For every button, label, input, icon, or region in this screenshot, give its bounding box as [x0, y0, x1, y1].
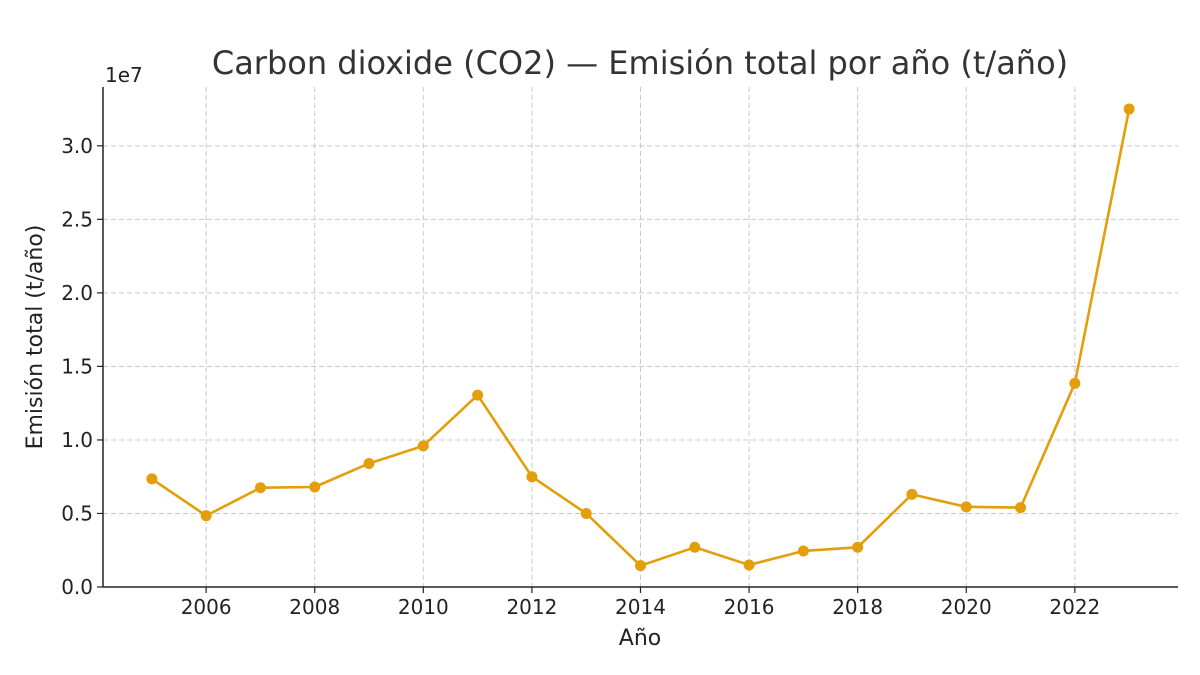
y-tick-label: 1.5: [61, 354, 93, 378]
data-point: [526, 471, 538, 483]
data-point: [254, 482, 266, 494]
x-axis-label: Año: [619, 626, 661, 651]
series-co2: [146, 103, 1135, 572]
data-point: [309, 481, 321, 493]
chart-title: Carbon dioxide (CO2) — Emisión total por…: [212, 44, 1068, 82]
grid: [103, 87, 1178, 587]
data-point: [200, 510, 212, 522]
y-tick-label: 1.0: [61, 428, 93, 452]
data-point: [906, 488, 918, 500]
axis-ticks: 2006 2008 2010 2012 2014 2016 2018 2020 2022 0.0 0…: [61, 134, 1100, 619]
data-point: [960, 501, 972, 513]
data-point: [852, 541, 864, 553]
data-point: [689, 541, 701, 553]
x-tick-label: 2016: [724, 595, 775, 619]
y-tick-label: 2.0: [61, 281, 93, 305]
data-point: [743, 559, 755, 571]
data-point: [797, 545, 809, 557]
y-tick-label: 0.0: [61, 575, 93, 599]
data-point: [146, 473, 158, 485]
data-point: [1015, 502, 1027, 514]
y-offset-label: 1e7: [105, 63, 143, 87]
y-tick-label: 3.0: [61, 134, 93, 158]
y-tick-label: 0.5: [61, 501, 93, 525]
y-axis-label: Emisión total (t/año): [23, 225, 48, 450]
data-point: [635, 560, 646, 572]
x-tick-label: 2008: [289, 595, 340, 619]
x-tick-label: 2014: [615, 595, 666, 619]
x-tick-label: 2010: [398, 595, 449, 619]
data-point: [472, 389, 484, 401]
y-tick-label: 2.5: [61, 207, 93, 231]
x-tick-label: 2018: [832, 595, 883, 619]
x-tick-label: 2022: [1049, 595, 1100, 619]
x-tick-label: 2012: [506, 595, 557, 619]
x-tick-label: 2020: [941, 595, 992, 619]
data-point: [580, 507, 592, 519]
data-point: [1123, 103, 1135, 115]
x-tick-label: 2006: [181, 595, 232, 619]
data-point: [417, 440, 429, 452]
data-point: [1069, 377, 1081, 389]
data-point: [363, 457, 375, 469]
